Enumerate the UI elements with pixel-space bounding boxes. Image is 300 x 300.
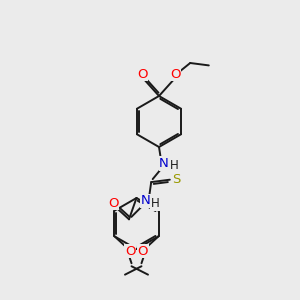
- Text: N: N: [159, 157, 169, 170]
- Text: O: O: [170, 68, 181, 81]
- Text: N: N: [140, 194, 150, 207]
- Text: H: H: [169, 159, 178, 172]
- Text: H: H: [151, 197, 160, 210]
- Text: S: S: [172, 173, 181, 186]
- Text: O: O: [137, 245, 148, 258]
- Text: O: O: [125, 245, 136, 258]
- Text: O: O: [108, 196, 118, 210]
- Text: O: O: [137, 68, 148, 81]
